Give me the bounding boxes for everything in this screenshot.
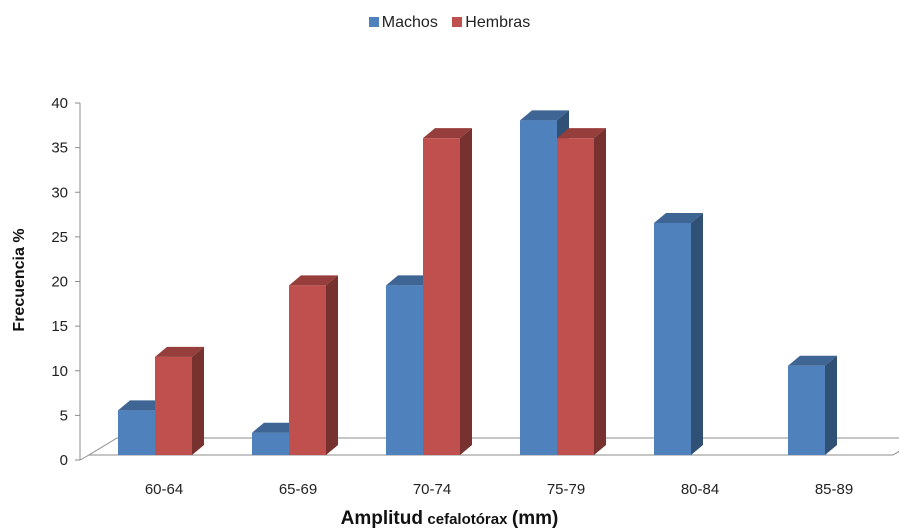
bar-hembras-side — [594, 128, 606, 455]
bar-hembras-side — [192, 346, 204, 455]
bar-machos-front — [788, 365, 825, 455]
bar-machos-top — [520, 110, 569, 121]
y-tick-label: 30 — [51, 184, 68, 201]
x-tick-label: 80-84 — [681, 481, 719, 498]
legend-item-hembras: Hembras — [452, 14, 530, 32]
x-tick-label: 70-74 — [413, 481, 451, 498]
x-tick-label: 75-79 — [547, 481, 585, 498]
bar-machos-top — [118, 400, 167, 411]
legend-label-hembras: Hembras — [465, 14, 531, 31]
bar-machos-top — [252, 422, 301, 433]
floor-edge — [79, 454, 90, 461]
bar-hembras-top — [155, 346, 204, 357]
bar-machos-front — [118, 410, 155, 455]
bar-machos-front — [386, 285, 423, 455]
bar-machos-front — [654, 222, 691, 455]
legend-swatch-machos — [368, 17, 379, 27]
y-tick-label: 15 — [51, 318, 68, 335]
bar-machos-side — [825, 355, 837, 455]
x-axis-title-part-3: (mm) — [511, 508, 559, 529]
x-axis-title-part-1: Amplitud — [340, 508, 423, 529]
legend-swatch-hembras — [452, 17, 463, 27]
x-tick-label: 85-89 — [815, 481, 853, 498]
bar-machos-top — [386, 275, 435, 286]
y-tick-label: 40 — [51, 95, 68, 112]
bar-machos-front — [520, 120, 557, 455]
bar-hembras-top — [289, 275, 338, 286]
bar-machos-front — [252, 432, 289, 455]
y-tick-label: 0 — [60, 452, 68, 469]
x-axis-title: Amplitud cefalotórax (mm) — [0, 508, 899, 530]
chart-floor — [87, 437, 899, 456]
y-tick-label: 35 — [51, 140, 68, 157]
bar-hembras-front — [557, 138, 594, 455]
y-axis-title: Frecuencia % — [11, 228, 28, 332]
bar-hembras-front — [155, 356, 192, 455]
bar-hembras-front — [289, 285, 326, 455]
y-tick-label: 20 — [51, 274, 68, 291]
x-axis-title-part-2: cefalotórax — [427, 511, 508, 528]
bar-hembras-top — [557, 128, 606, 139]
bar-hembras-side — [460, 128, 472, 455]
x-tick-label: 60-64 — [145, 481, 183, 498]
y-tick-label: 10 — [51, 363, 68, 380]
legend-label-machos: Machos — [381, 14, 438, 31]
bar-machos-side — [691, 212, 703, 455]
bar-hembras-side — [326, 275, 338, 455]
y-tick-label: 25 — [51, 229, 68, 246]
bar-hembras-front — [423, 138, 460, 455]
bar-hembras-top — [423, 128, 472, 139]
bar-machos-top — [788, 355, 837, 366]
y-tick-label: 5 — [60, 407, 68, 424]
x-tick-label: 65-69 — [279, 481, 317, 498]
bar-machos-top — [654, 212, 703, 223]
legend-item-machos: Machos — [368, 14, 438, 32]
legend: Machos Hembras — [0, 14, 899, 32]
